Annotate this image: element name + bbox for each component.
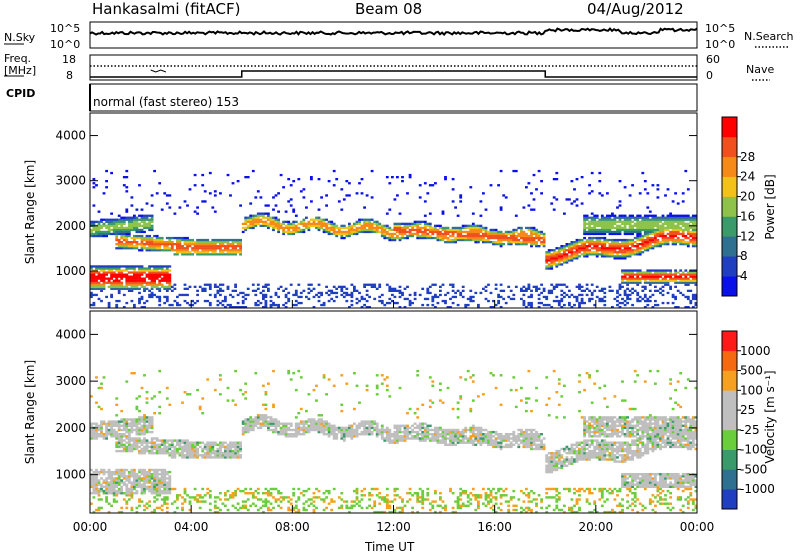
nave-label: Nave [746,63,775,76]
power-colorbar-cell [722,176,737,197]
freq-left-tick-bottom: 8 [66,69,73,82]
velocity-colorbar-cell [722,370,737,391]
power-colorbar-frame [721,116,738,297]
velocity-colorbar-label: -1000 [740,482,775,496]
velocity-heatmap [90,369,698,514]
velocity-ytick-label: 1000 [55,468,86,482]
power-frame [89,112,698,309]
freq-right-tick-bottom: 0 [706,69,713,82]
power-colorbar-cell [722,216,737,237]
beam-title: Beam 08 [355,0,423,18]
power-colorbar-cell [722,276,737,297]
freq-trace-blip [150,69,167,73]
cpid-value: normal (fast stereo) 153 [93,95,240,109]
noise-right-tick-top: 10^5 [705,22,736,35]
power-colorbar-cell [722,256,737,277]
x-tick-label: 12:00 [376,520,411,534]
x-tick-label: 20:00 [579,520,614,534]
velocity-frame [89,310,698,514]
power-colorbar-cell [722,236,737,257]
velocity-colorbar-cell [722,410,737,431]
cpid-frame [89,83,698,112]
noise-right-tick-bottom: 10^0 [705,38,736,51]
power-colorbar-cell [722,156,737,177]
velocity-colorbar-label: -25 [740,423,760,437]
power-colorbar-label: 20 [740,190,755,204]
power-ytick-label: 4000 [55,129,86,143]
cpid-label: CPID [6,87,36,100]
power-colorbar-label: 24 [740,170,755,184]
velocity-colorbar-cell [722,350,737,371]
velocity-colorbar-label: 500 [740,364,763,378]
velocity-colorbar-label: -500 [740,462,767,476]
x-tick-label: 00:00 [680,520,715,534]
power-colorbar-cell [722,117,737,138]
velocity-colorbar-label: 25 [740,403,755,417]
freq-label-line2: [MHz] [4,64,37,77]
velocity-colorbar-label: 100 [740,383,763,397]
velocity-colorbar-cell [722,489,737,510]
date-title: 04/Aug/2012 [587,0,684,18]
velocity-ytick-label: 3000 [55,374,86,388]
freq-left-tick-top: 18 [62,53,76,66]
velocity-ytick-label: 4000 [55,327,86,341]
velocity-colorbar-cell [722,390,737,411]
power-ytick-label: 3000 [55,174,86,188]
velocity-colorbar-frame [721,330,738,510]
power-colorbar-label: 12 [740,229,755,243]
velocity-colorbar-cell [722,331,737,352]
freq-right-tick-top: 60 [706,53,720,66]
noise-sky-trace [89,27,698,36]
velocity-colorbar-cell [722,429,737,450]
power-colorbar-cell [722,136,737,158]
station-title: Hankasalmi (fitACF) [92,0,241,18]
velocity-colorbar-cell [722,469,737,490]
power-colorbar-label: 16 [740,209,755,223]
noise-search-label: N.Search [744,30,794,43]
power-colorbar-label: 28 [740,150,755,164]
power-colorbar-label: 4 [740,269,748,283]
x-tick-label: 08:00 [275,520,310,534]
noise-left-tick-top: 10^5 [50,22,81,35]
power-heatmap [90,169,698,309]
x-tick-label: 16:00 [477,520,512,534]
x-tick-label: 04:00 [174,520,209,534]
x-tick-label: 00:00 [73,520,108,534]
freq-trace [90,70,697,78]
noise-panel-frame [89,21,698,49]
power-ytick-label: 1000 [55,264,86,278]
velocity-colorbar-label: -100 [740,443,767,457]
freq-panel-frame [89,54,698,81]
power-ytick-label: 2000 [55,219,86,233]
power-colorbar-cell [722,196,737,217]
velocity-ytick-label: 2000 [55,421,86,435]
power-colorbar-label: 8 [740,249,748,263]
velocity-colorbar-label: 1000 [740,344,771,358]
x-axis-label: Time UT [365,540,415,554]
velocity-colorbar-cell [722,449,737,470]
noise-sky-label: N.Sky [4,31,36,44]
noise-left-tick-bottom: 10^0 [50,38,81,51]
freq-label-line1: Freq. [4,52,32,65]
